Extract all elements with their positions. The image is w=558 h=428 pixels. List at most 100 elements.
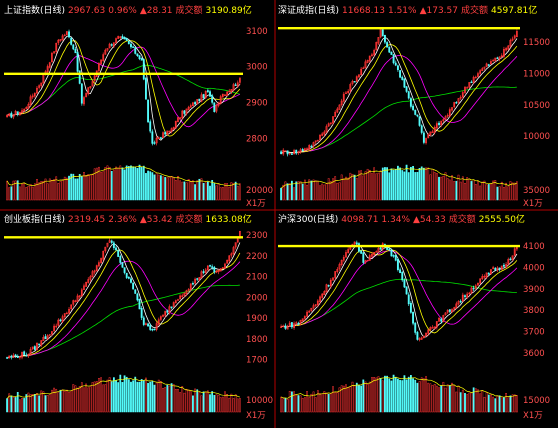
candle-body: [189, 105, 192, 108]
candle-body: [399, 70, 402, 78]
candle-body: [431, 131, 434, 133]
candle-body: [14, 354, 17, 357]
volume-bar: [83, 387, 85, 413]
candle-body: [461, 92, 464, 98]
candle-body: [142, 317, 145, 325]
volume-bar: [65, 177, 68, 201]
candle-body: [151, 328, 154, 331]
volume-bar: [390, 380, 393, 413]
candle-body: [157, 137, 160, 139]
index-name: 深证成指(日线): [278, 4, 339, 16]
candle-body: [295, 322, 298, 324]
candle-body: [451, 107, 453, 111]
candle-body: [100, 258, 103, 264]
candle-body: [38, 343, 41, 346]
candle-body: [429, 131, 432, 136]
candle-body: [477, 282, 479, 286]
candle-body: [228, 90, 231, 93]
candle-body: [295, 149, 298, 154]
candle-body: [72, 300, 75, 305]
volume-bar: [325, 183, 328, 201]
volume-bar: [340, 385, 343, 413]
volume-bar: [481, 181, 484, 201]
candle-body: [228, 255, 231, 262]
candle-body: [392, 54, 395, 64]
volume-unit-label: X1万: [246, 199, 266, 209]
candle-body: [142, 59, 145, 80]
candle-body: [371, 254, 373, 257]
candle-body: [494, 267, 497, 271]
candle-body: [93, 270, 96, 273]
candle-body: [323, 131, 326, 135]
volume-bar: [213, 183, 216, 201]
candle-body: [505, 48, 508, 51]
volume-bar: [461, 176, 464, 201]
candle-body: [164, 311, 167, 316]
volume-bar: [25, 187, 28, 201]
candle-body: [168, 306, 171, 314]
volume-bar: [224, 183, 226, 201]
volume-bar: [416, 171, 419, 201]
candle-body: [383, 34, 386, 43]
volume-bar: [429, 174, 432, 201]
volume-bar: [323, 184, 326, 201]
turnover-label: 成交额: [449, 213, 476, 225]
candle-body: [134, 47, 137, 54]
volume-bar: [164, 177, 167, 201]
volume-bar: [303, 179, 306, 201]
candle-body: [401, 76, 404, 80]
candle-body: [414, 322, 417, 333]
candle-body: [61, 35, 64, 41]
volume-bar: [379, 170, 382, 201]
ma10-line: [6, 249, 241, 359]
candle-body: [23, 351, 26, 355]
volume-bar: [202, 182, 205, 201]
volume-bar: [301, 398, 304, 413]
volume-bar: [442, 381, 445, 413]
volume-bar: [386, 167, 388, 201]
index-change-pct: 0.96%: [108, 6, 137, 16]
volume-bar: [200, 395, 203, 413]
volume-bar: [364, 171, 367, 201]
candle-body: [29, 349, 32, 356]
volume-tick-label: 10000: [246, 396, 273, 406]
volume-bar: [472, 179, 475, 201]
ma20-line: [280, 55, 518, 155]
candle-body: [36, 87, 38, 94]
volume-bar: [420, 166, 423, 201]
volume-bar: [164, 387, 167, 413]
volume-bar: [405, 164, 408, 201]
volume-bar: [211, 391, 214, 413]
y-tick-label: 3900: [523, 285, 545, 295]
candle-body: [119, 256, 122, 263]
volume-bar: [239, 398, 241, 413]
candle-body: [72, 44, 75, 50]
volume-bar: [232, 182, 235, 201]
candle-body: [106, 48, 109, 51]
volume-bar: [371, 173, 373, 201]
volume-bar: [46, 395, 49, 413]
candle-body: [511, 255, 514, 261]
candle-body: [174, 300, 177, 304]
volume-bar: [368, 169, 371, 201]
candle-body: [327, 123, 330, 127]
ma20-line: [6, 260, 241, 359]
volume-bar: [183, 181, 186, 201]
candle-body: [401, 271, 404, 281]
candle-body: [21, 352, 23, 358]
candle-body: [368, 255, 371, 261]
turnover-value: 4597.81亿: [491, 4, 537, 16]
volume-bar: [236, 185, 239, 201]
candle-body: [170, 128, 173, 132]
volume-bar: [213, 395, 216, 413]
y-tick-label: 1900: [246, 314, 268, 324]
candle-body: [76, 52, 79, 72]
volume-bar: [286, 398, 289, 413]
volume-bar: [112, 169, 115, 201]
volume-bar: [55, 176, 58, 201]
volume-bar: [405, 379, 408, 413]
volume-bar: [18, 399, 21, 413]
candle-body: [57, 319, 60, 326]
volume-bar: [479, 393, 482, 413]
